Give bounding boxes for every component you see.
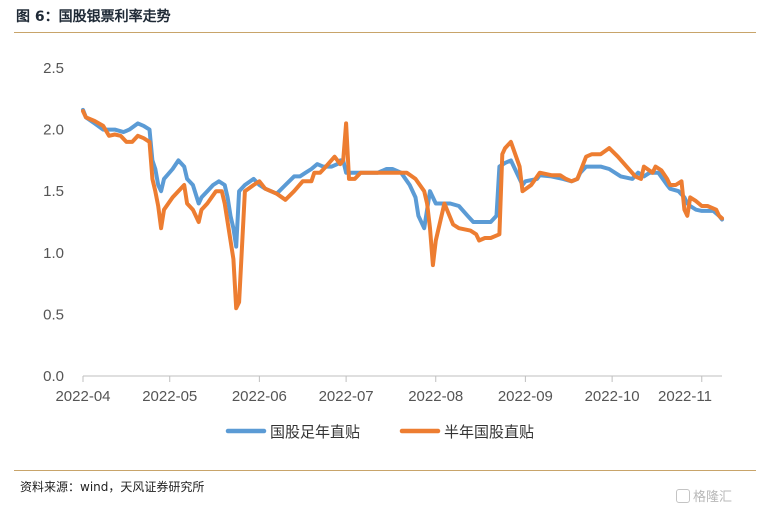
x-tick-label: 2022-11 [658,388,712,405]
legend-label-2: 半年国股直贴 [444,423,534,441]
watermark: 格隆汇 [676,486,732,505]
bottom-rule [14,470,756,471]
legend-label-1: 国股足年直贴 [270,423,360,441]
top-rule [14,32,756,33]
y-tick-label: 0.5 [43,306,64,323]
y-tick-label: 2.5 [43,60,64,77]
x-tick-label: 2022-06 [232,388,287,405]
figure-title: 图 6：国股银票利率走势 [16,9,171,25]
x-tick-label: 2022-08 [408,388,463,405]
watermark-logo-icon [676,488,690,503]
y-tick-label: 1.5 [43,183,64,200]
watermark-text: 格隆汇 [693,490,733,505]
y-tick-label: 1.0 [43,245,64,262]
y-tick-label: 2.0 [43,122,64,139]
plot-area [81,107,724,377]
x-tick-label: 2022-05 [142,388,197,405]
y-axis: 0.0 0.5 1.0 1.5 2.0 2.5 [43,60,64,385]
series-line-2 [81,109,724,311]
source-note: 资料来源：wind，天风证券研究所 [20,480,205,494]
x-tick-label: 2022-07 [319,388,374,405]
line-chart: 0.0 0.5 1.0 1.5 2.0 2.5 2022-04 2022-05 2022-06… [43,60,724,441]
series-line-1 [81,107,724,249]
x-axis: 2022-04 2022-05 2022-06 2022-07 2022-08 2022-… [55,376,712,405]
x-tick-label: 2022-04 [55,388,110,405]
y-tick-label: 0.0 [43,368,64,385]
x-tick-label: 2022-10 [585,388,640,405]
x-tick-label: 2022-09 [498,388,553,405]
legend: 国股足年直贴 半年国股直贴 [225,423,534,441]
